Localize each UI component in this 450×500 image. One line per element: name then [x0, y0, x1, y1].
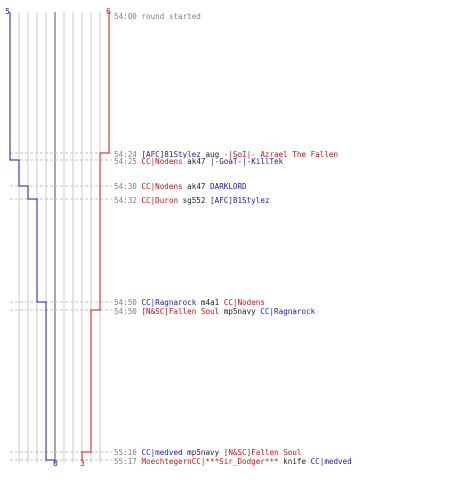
killer-name: CC|Duron — [141, 196, 179, 205]
event-guide-lines — [10, 152, 112, 461]
victim-name: |-GoaT-|-KillTek — [210, 157, 284, 166]
killer-name: CC|medved — [141, 448, 183, 457]
victim-name: -|SoI|- Azrael The Fallen — [223, 150, 339, 159]
victim-name: CC|medved — [310, 457, 352, 466]
weapon-name: ak47 — [187, 157, 206, 166]
blue-team-score-line — [9, 12, 55, 461]
blue-end-count: 0 — [53, 459, 58, 468]
victim-name: CC|Nodens — [223, 298, 265, 307]
killer-name: CC|Nodens — [141, 157, 183, 166]
weapon-name: aug — [205, 150, 220, 159]
red-end-count: 3 — [80, 459, 85, 468]
killer-name: [N&SC]Fallen Soul — [141, 307, 220, 316]
log-entry: 54:25 CC|Nodens ak47 |-GoaT-|-KillTek — [114, 157, 283, 167]
killer-name: CC|Ragnarock — [141, 298, 197, 307]
log-time: 54:50 — [114, 298, 137, 307]
killer-name: MoechtegernCC|***Sir_Dodger*** — [141, 457, 279, 466]
log-time: 55:16 — [114, 448, 137, 457]
log-entry: 54:50 [N&SC]Fallen Soul mp5navy CC|Ragna… — [114, 307, 315, 317]
killer-name: [AFC]81Stylez — [141, 150, 201, 159]
log-time: 55:17 — [114, 457, 137, 466]
log-time: 54:32 — [114, 196, 137, 205]
victim-name: DARKLORD — [210, 182, 247, 191]
weapon-name: knife — [283, 457, 307, 466]
log-time: 54:00 — [114, 12, 137, 21]
killer-name: CC|Nodens — [141, 182, 183, 191]
log-entry: 54:00 round started — [114, 12, 201, 22]
weapon-name: sg552 — [182, 196, 206, 205]
weapon-name: mp5navy — [223, 307, 256, 316]
log-time: 54:25 — [114, 157, 137, 166]
log-entry: 55:16 CC|medved mp5navy [N&SC]Fallen Sou… — [114, 448, 302, 458]
log-message: round started — [141, 12, 201, 21]
log-entry: 54:30 CC|Nodens ak47 DARKLORD — [114, 182, 247, 192]
blue-start-count: 5 — [5, 7, 10, 16]
victim-name: CC|Ragnarock — [260, 307, 316, 316]
log-time: 54:24 — [114, 150, 137, 159]
log-entry: 55:17 MoechtegernCC|***Sir_Dodger*** kni… — [114, 457, 352, 467]
log-time: 54:50 — [114, 307, 137, 316]
log-entry: 54:32 CC|Duron sg552 [AFC]81Stylez — [114, 196, 269, 206]
log-time: 54:30 — [114, 182, 137, 191]
red-team-score-line — [81, 12, 110, 460]
score-timeline-graph — [9, 12, 112, 463]
victim-name: [N&SC]Fallen Soul — [223, 448, 302, 457]
log-entry: 54:50 CC|Ragnarock m4a1 CC|Nodens — [114, 298, 265, 308]
victim-name: [AFC]81Stylez — [210, 196, 270, 205]
weapon-name: mp5navy — [187, 448, 220, 457]
grid-lines — [18, 12, 101, 463]
weapon-name: ak47 — [187, 182, 206, 191]
log-entry: 54:24 [AFC]81Stylez aug -|SoI|- Azrael T… — [114, 150, 338, 160]
weapon-name: m4a1 — [200, 298, 220, 307]
red-start-count: 6 — [106, 7, 111, 16]
